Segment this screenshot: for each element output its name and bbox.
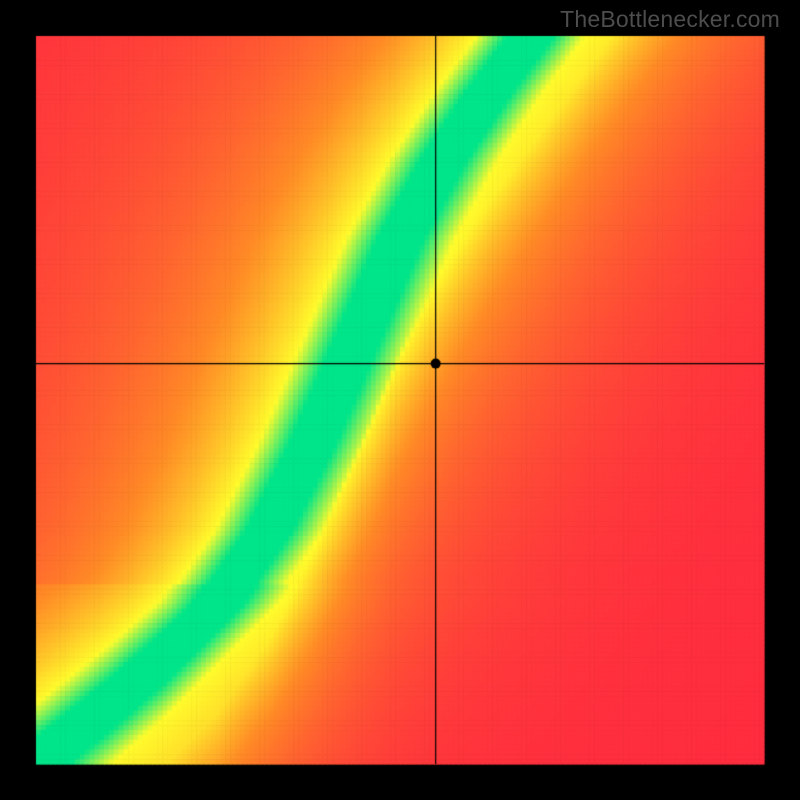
watermark-text: TheBottlenecker.com <box>560 6 780 33</box>
bottleneck-heatmap <box>0 0 800 800</box>
